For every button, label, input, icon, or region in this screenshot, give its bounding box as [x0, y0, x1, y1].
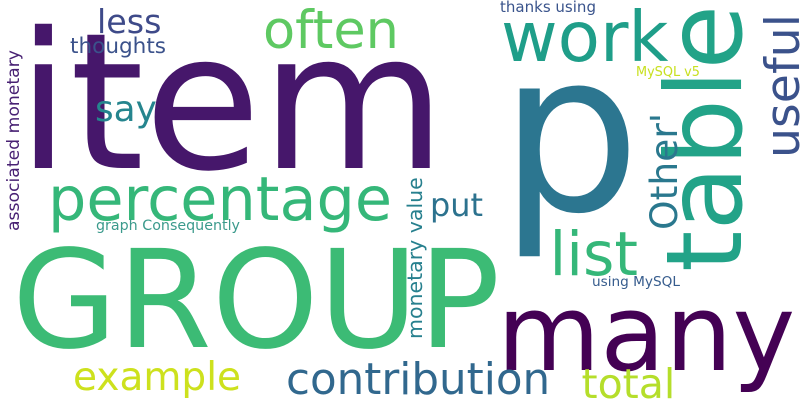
word-thanks-using: thanks using — [500, 0, 596, 16]
word-total: total — [581, 359, 676, 400]
word-mysql-v5: MySQL v5 — [636, 64, 700, 80]
word-monetary-value: monetary value — [403, 177, 427, 339]
word-often: often — [263, 0, 399, 61]
word-work: work — [501, 0, 669, 78]
word-useful: useful — [756, 14, 800, 158]
word-example: example — [73, 355, 242, 400]
word-put: put — [430, 186, 483, 224]
word-item: item — [17, 0, 446, 213]
word-contribution: contribution — [286, 355, 551, 400]
word-percentage: percentage — [48, 164, 393, 235]
word-say: say — [95, 88, 157, 130]
word-less: less — [97, 1, 162, 41]
word-using-mysql: using MySQL — [592, 274, 680, 290]
word-list: list — [549, 219, 639, 290]
word-other: Other' — [641, 112, 686, 230]
word-graph-consequently: graph Consequently — [96, 217, 240, 234]
word-thoughts: thoughts — [70, 34, 167, 59]
word-associated-monetary: associated monetary — [3, 50, 24, 231]
word-p: p — [499, 5, 641, 263]
word-many: many — [497, 273, 796, 396]
word-group: GROUP — [12, 221, 501, 380]
